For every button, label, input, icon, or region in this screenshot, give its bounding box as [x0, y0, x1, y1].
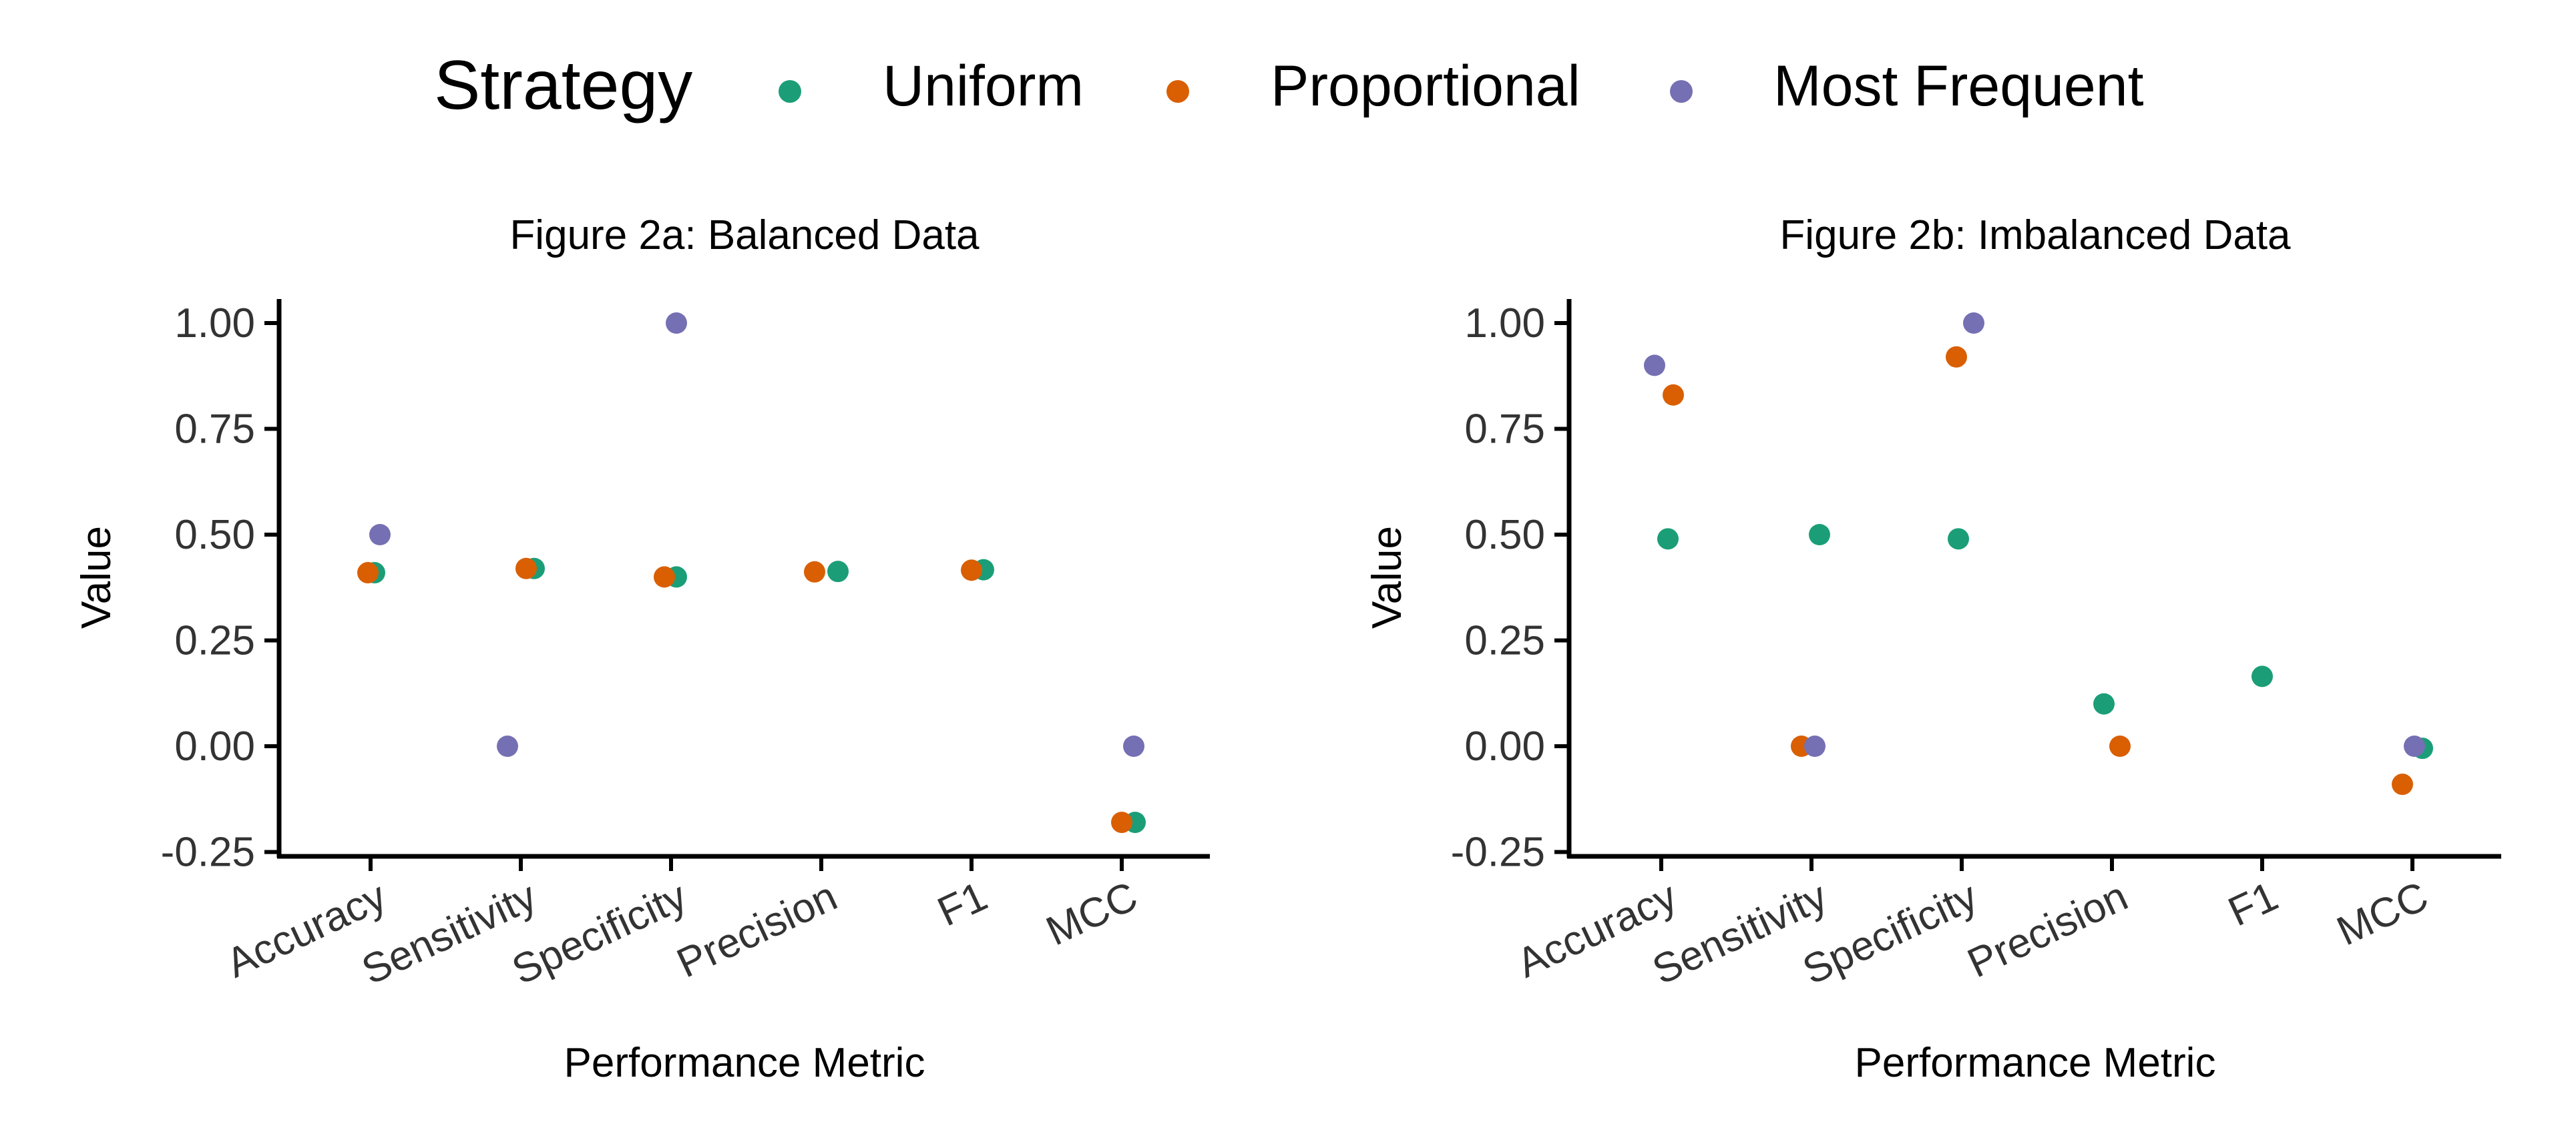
data-point-proportional: [961, 559, 982, 581]
data-point-uniform: [1948, 528, 1969, 550]
data-point-proportional: [1946, 346, 1967, 368]
panel-title: Figure 2b: Imbalanced Data: [1779, 212, 2291, 258]
data-point-proportional: [804, 561, 825, 583]
data-point-uniform: [827, 561, 849, 583]
data-point-uniform: [1809, 524, 1830, 545]
legend-key-most-frequent: [1670, 80, 1693, 103]
data-point-uniform: [2093, 693, 2115, 715]
y-tick-label: 0.25: [1464, 618, 1545, 664]
legend-label-most-frequent: Most Frequent: [1773, 54, 2144, 118]
y-tick-label: 0.75: [1464, 406, 1545, 453]
data-point-uniform: [1657, 528, 1679, 550]
y-tick-label: 0.25: [174, 618, 255, 664]
x-axis-label: Performance Metric: [564, 1040, 925, 1086]
legend-key-uniform: [779, 80, 801, 103]
legend-title: Strategy: [434, 47, 692, 124]
data-point-most-frequent: [666, 312, 687, 334]
y-tick-label: 1.00: [174, 300, 255, 346]
y-tick-label: 0.50: [1464, 512, 1545, 558]
y-tick-label: -0.25: [161, 830, 255, 876]
data-point-most-frequent: [2404, 736, 2425, 757]
data-point-proportional: [654, 566, 675, 588]
panel-title: Figure 2a: Balanced Data: [509, 212, 980, 258]
y-tick-label: -0.25: [1451, 830, 1545, 876]
data-point-proportional: [1111, 812, 1132, 834]
data-point-most-frequent: [1644, 354, 1665, 376]
data-point-most-frequent: [369, 524, 391, 545]
legend-key-proportional: [1166, 80, 1189, 103]
data-point-most-frequent: [497, 736, 518, 757]
y-tick-label: 0.50: [174, 512, 255, 558]
data-point-proportional: [357, 562, 379, 584]
y-tick-label: 0.00: [174, 724, 255, 770]
data-point-most-frequent: [1123, 736, 1144, 757]
legend-label-proportional: Proportional: [1271, 54, 1580, 118]
y-tick-label: 0.75: [174, 406, 255, 453]
y-axis-label: Value: [1364, 526, 1410, 629]
legend: Strategy Uniform Proportional Most Frequ…: [434, 47, 2144, 124]
legend-label-uniform: Uniform: [883, 54, 1084, 118]
y-tick-label: 0.00: [1464, 724, 1545, 770]
x-axis-label: Performance Metric: [1855, 1040, 2216, 1086]
data-point-most-frequent: [1804, 736, 1826, 757]
y-tick-label: 1.00: [1464, 300, 1545, 346]
y-axis-label: Value: [73, 526, 120, 629]
data-point-proportional: [515, 557, 537, 579]
data-point-proportional: [1663, 384, 1684, 406]
data-point-proportional: [2109, 736, 2131, 757]
data-point-uniform: [2251, 665, 2273, 687]
data-point-proportional: [2392, 774, 2413, 796]
data-point-most-frequent: [1963, 312, 1984, 334]
